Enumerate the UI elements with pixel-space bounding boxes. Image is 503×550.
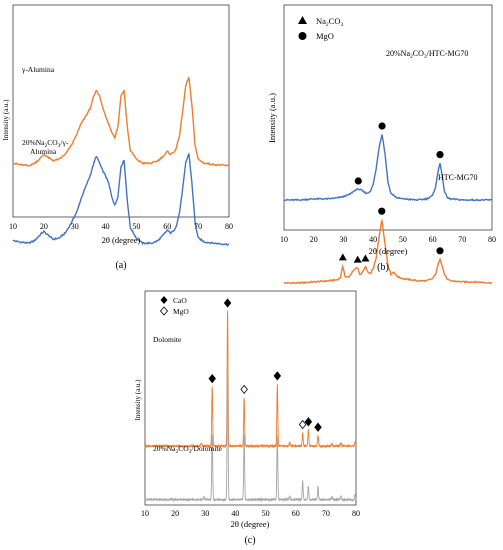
- chart-c-marker-diamond-filled-0-icon: [208, 373, 216, 384]
- chart-c-ylabel: Intensity (a.u.): [134, 379, 142, 421]
- chart-a-xtick-40: 40: [102, 222, 110, 231]
- chart-b-xtick-10: 10: [280, 235, 288, 244]
- chart-b-marker-triangle-2-icon: [361, 254, 370, 262]
- chart-b-marker-circle-1-icon: [436, 247, 444, 255]
- chart-c-label-series2: 20%Na2CO3/Dolomite: [153, 444, 223, 455]
- chart-c-series-1-line: [144, 310, 357, 449]
- chart-b-legend-na2co3: Na2CO3: [316, 16, 343, 28]
- circle-legend-icon: [298, 32, 307, 40]
- panel-c-frame: [144, 290, 357, 506]
- chart-b-plot: [283, 122, 493, 285]
- chart-c-xtick-40: 40: [231, 509, 239, 518]
- chart-a-xtick-50: 50: [132, 222, 140, 231]
- chart-a-label-series1: γ-Alumina: [21, 65, 55, 74]
- chart-a-xtick-20: 20: [40, 222, 48, 231]
- chart-c-marker-diamond-open-0-icon: [240, 384, 248, 395]
- chart-b-xticks: 10 20 30 40 50 60 70 80: [280, 235, 496, 244]
- chart-c-marker-diamond-filled-3-icon: [304, 417, 313, 427]
- chart-b-series-1-line: [283, 218, 493, 285]
- chart-a-xtick-70: 70: [194, 222, 202, 231]
- chart-c-plot: [144, 298, 357, 503]
- chart-b-xtick-60: 60: [429, 235, 437, 244]
- chart-b-marker-triangle-0-icon: [338, 253, 347, 261]
- chart-b-xlabel: 2θ (degree): [369, 246, 408, 256]
- chart-c-marker-diamond-filled-4-icon: [314, 422, 322, 432]
- chart-c-legend-mgo: MgO: [173, 307, 189, 316]
- chart-b-marker-triangle-1-icon: [353, 255, 362, 263]
- chart-a-xtick-80: 80: [225, 222, 233, 231]
- chart-b-xtick-20: 20: [310, 235, 318, 244]
- chart-b-xtick-70: 70: [458, 235, 466, 244]
- chart-a-xticks: 10 20 30 40 50 60 70 80: [9, 222, 233, 231]
- chart-a-xtick-30: 30: [71, 222, 79, 231]
- chart-c-label-series1: Dolomite: [153, 335, 182, 344]
- chart-c-xtick-20: 20: [171, 509, 179, 518]
- chart-b-xtick-40: 40: [369, 235, 377, 244]
- chart-b-xtick-80: 80: [488, 235, 496, 244]
- chart-c-legend-cao: CaO: [173, 296, 187, 305]
- chart-c-xticks: 10 20 30 40 50 60 70 80: [141, 509, 360, 518]
- chart-b-marker-circle-0-icon: [354, 177, 362, 185]
- chart-b-xtick-30: 30: [339, 235, 347, 244]
- chart-a-xlabel: 2θ (degree): [102, 235, 141, 245]
- chart-a-xtick-60: 60: [163, 222, 171, 231]
- chart-b-legend-mgo: MgO: [316, 31, 334, 41]
- panel-a-label: (a): [115, 260, 126, 271]
- chart-c-xtick-60: 60: [292, 509, 300, 518]
- open-diamond-legend-icon: [159, 306, 169, 316]
- chart-c-series-2-line: [144, 358, 357, 503]
- chart-c-xtick-80: 80: [352, 509, 360, 518]
- chart-b-label-series1: 20%Na2CO3/HTC-MG70: [386, 49, 468, 60]
- chart-b-marker-circle-0-icon: [378, 207, 386, 215]
- chart-b-xtick-50: 50: [399, 235, 407, 244]
- chart-c-marker-diamond-filled-1-icon: [223, 298, 232, 308]
- triangle-legend-icon: [298, 16, 307, 24]
- panel-a-frame: [12, 4, 230, 218]
- panel-c-label: (c): [244, 535, 255, 546]
- chart-c-marker-diamond-filled-2-icon: [273, 371, 282, 381]
- chart-a-plot: [12, 77, 230, 246]
- chart-b-marker-circle-2-icon: [436, 151, 444, 159]
- chart-c-xtick-50: 50: [262, 509, 270, 518]
- chart-b-marker-circle-1-icon: [378, 122, 386, 130]
- chart-c-xtick-30: 30: [201, 509, 209, 518]
- chart-b-label-series2: HTC-MG70: [438, 173, 478, 182]
- chart-c-xtick-70: 70: [322, 509, 330, 518]
- chart-c-marker-diamond-open-1-icon: [298, 419, 307, 430]
- chart-a-series-1-line: [12, 153, 230, 246]
- chart-a-ylabel: Intensity (a.u.): [2, 99, 10, 141]
- chart-b-series-2-line: [283, 134, 493, 202]
- chart-c-xtick-10: 10: [141, 509, 149, 518]
- chart-a-label-series2: 20%Na2CO3/γ-: [22, 138, 69, 149]
- panel-b-label: (b): [377, 262, 389, 273]
- chart-a-series-2-line: [12, 77, 230, 167]
- panel-b-frame: [283, 4, 493, 231]
- chart-a-xtick-10: 10: [9, 222, 17, 231]
- chart-a-label-series2-line2: Alumina: [30, 147, 57, 156]
- chart-c-xlabel: 2θ (degree): [231, 519, 270, 529]
- chart-b-ylabel: Intensity (a.u.): [267, 93, 277, 143]
- filled-diamond-legend-icon: [160, 296, 168, 304]
